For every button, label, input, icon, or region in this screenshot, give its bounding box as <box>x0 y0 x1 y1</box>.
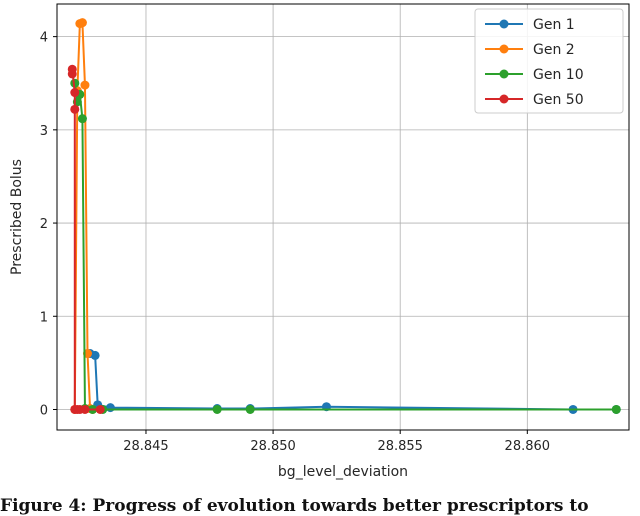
legend-marker <box>499 19 509 29</box>
x-tick-label: 28.845 <box>123 439 169 454</box>
legend-marker <box>499 44 509 54</box>
axis-ticks: 28.845 28.850 28.855 28.860 0 1 2 3 4 <box>40 31 550 454</box>
series-gen-1 <box>85 349 621 414</box>
legend-item-gen-10: Gen 10 <box>485 67 584 83</box>
chart: 28.845 28.850 28.855 28.860 0 1 2 3 4 bg_level_d… <box>9 3 630 480</box>
legend-item-gen-50: Gen 50 <box>485 92 584 108</box>
legend-marker <box>499 94 509 104</box>
plot-area-frame <box>56 3 630 431</box>
legend-item-gen-2: Gen 2 <box>485 42 575 58</box>
y-tick-label: 1 <box>40 310 48 325</box>
data-point-gen-2 <box>80 80 90 90</box>
data-point-gen-1 <box>90 350 100 360</box>
legend-label: Gen 1 <box>533 17 575 33</box>
legend-item-gen-1: Gen 1 <box>485 17 575 33</box>
y-tick-label: 2 <box>40 217 48 232</box>
data-point-gen-1 <box>105 403 115 413</box>
legend-box <box>474 8 624 114</box>
legend-marker <box>499 69 509 79</box>
data-point-gen-50 <box>95 404 105 414</box>
legend: Gen 1 Gen 2 Gen 10 Gen 50 <box>474 8 624 114</box>
series-gen-10 <box>70 78 621 414</box>
legend-label: Gen 10 <box>533 67 584 83</box>
y-tick-label: 3 <box>40 124 48 139</box>
data-point-gen-10 <box>611 404 621 414</box>
x-tick-label: 28.855 <box>377 439 423 454</box>
x-tick-label: 28.850 <box>250 439 296 454</box>
data-point-gen-50 <box>70 104 80 114</box>
data-point-gen-50 <box>80 404 90 414</box>
x-axis-label: bg_level_deviation <box>278 464 408 480</box>
data-point-gen-2 <box>77 18 87 28</box>
y-tick-label: 4 <box>40 31 48 46</box>
figure-caption: Figure 4: Progress of evolution towards … <box>0 496 589 516</box>
data-point-gen-50 <box>67 64 77 74</box>
data-point-gen-10 <box>212 404 222 414</box>
x-tick-label: 28.860 <box>505 439 551 454</box>
data-point-gen-50 <box>70 88 80 98</box>
series-layer <box>67 18 621 414</box>
y-axis-label: Prescribed Bolus <box>9 159 25 275</box>
series-gen-50 <box>67 64 105 414</box>
data-point-gen-10 <box>77 114 87 124</box>
data-point-gen-10 <box>245 404 255 414</box>
legend-label: Gen 2 <box>533 42 575 58</box>
series-line-gen-10 <box>73 83 617 411</box>
series-line-gen-1 <box>89 352 617 411</box>
series-line-gen-2 <box>73 21 93 411</box>
legend-label: Gen 50 <box>533 92 584 108</box>
y-tick-label: 0 <box>40 403 48 418</box>
